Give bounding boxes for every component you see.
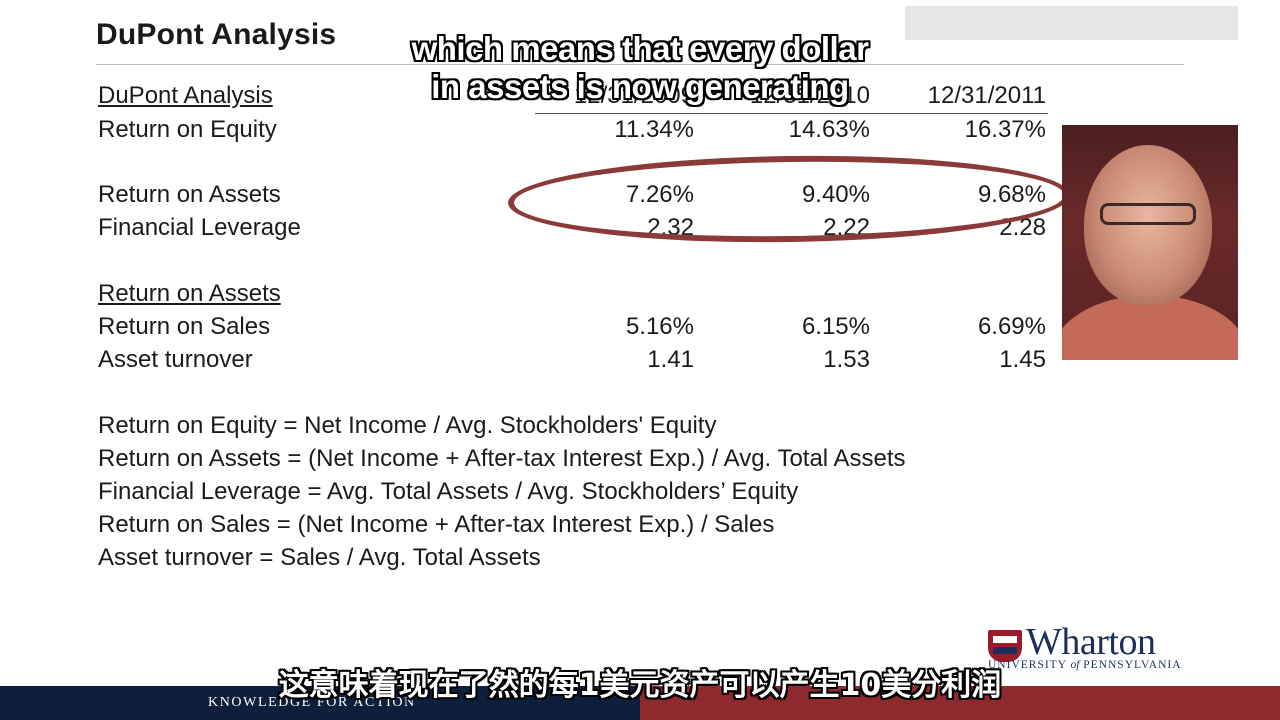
row-value-2009: 5.16%	[625, 313, 694, 340]
row-value-2009: 2.32	[647, 214, 694, 241]
col-header-2011: 12/31/2011	[927, 82, 1046, 109]
footer-bar-right	[640, 686, 1280, 720]
formula-leverage: Financial Leverage = Avg. Total Assets /…	[98, 478, 799, 505]
table-row-leverage: Financial Leverage 2.32 2.22 2.28	[98, 214, 1048, 246]
table-row-ros: Return on Sales 5.16% 6.15% 6.69%	[98, 313, 1048, 345]
row-value-2011: 1.45	[999, 346, 1046, 373]
row-value-2010: 6.15%	[801, 313, 870, 340]
logo-subtitle: UNIVERSITY of PENNSYLVANIA	[988, 659, 1182, 671]
table-header-row: DuPont Analysis 12/31/2009 12/31/2010 12…	[98, 82, 1048, 114]
row-value-2011: 16.37%	[964, 116, 1046, 143]
row-label: Return on Sales	[98, 313, 271, 340]
table-row-roa: Return on Assets 7.26% 9.40% 9.68%	[98, 181, 1048, 213]
title-divider	[96, 64, 1184, 65]
row-label: Financial Leverage	[98, 214, 301, 241]
presenter-face	[1084, 145, 1212, 305]
row-value-2010: 1.53	[823, 346, 870, 373]
subtitle-english-line1: which means that every dollar	[411, 30, 869, 67]
row-value-2009: 11.34%	[614, 116, 694, 143]
subtitle-english-line2: in assets is now generating	[431, 68, 849, 105]
row-label: Return on Equity	[98, 116, 277, 143]
footer-tagline: KNOWLEDGE FOR ACTION	[208, 695, 416, 710]
formula-roa: Return on Assets = (Net Income + After-t…	[98, 445, 906, 472]
row-value-2009: 1.41	[647, 346, 694, 373]
col-header-2010: 12/31/2010	[749, 82, 870, 109]
column-header-rule	[535, 113, 1048, 114]
row-value-2011: 9.68%	[977, 181, 1046, 208]
row-value-2010: 2.22	[823, 214, 870, 241]
logo-sub-of: of	[1070, 659, 1080, 671]
footer-bar-left: KNOWLEDGE FOR ACTION	[0, 686, 640, 720]
section-header-row: Return on Assets	[98, 280, 1048, 312]
row-value-2011: 6.69%	[977, 313, 1046, 340]
row-label: Asset turnover	[98, 346, 253, 373]
section-header-roa: Return on Assets	[98, 280, 281, 307]
wharton-logo: Wharton UNIVERSITY of PENNSYLVANIA	[988, 621, 1198, 672]
header-gray-panel	[905, 6, 1238, 40]
col-header-2009: 12/31/2009	[573, 82, 694, 109]
table-row-roe: Return on Equity 11.34% 14.63% 16.37%	[98, 116, 1048, 148]
formula-turnover: Asset turnover = Sales / Avg. Total Asse…	[98, 544, 541, 571]
row-value-2010: 14.63%	[788, 116, 870, 143]
table-row-turnover: Asset turnover 1.41 1.53 1.45	[98, 346, 1048, 378]
subtitle-chinese: 这意味着现在了然的每1美元资产可以产生10美分利润	[278, 668, 1002, 703]
logo-sub-pre: UNIVERSITY	[988, 659, 1071, 671]
formula-roe: Return on Equity = Net Income / Avg. Sto…	[98, 412, 717, 439]
presenter-glasses	[1100, 203, 1196, 225]
slide-title: DuPont Analysis	[96, 18, 337, 51]
row-value-2010: 9.40%	[801, 181, 870, 208]
section-header-dupont: DuPont Analysis	[98, 82, 273, 109]
penn-shield-icon	[988, 630, 1022, 662]
logo-wordmark: Wharton	[1026, 621, 1156, 663]
presenter-video	[1062, 125, 1238, 360]
row-value-2011: 2.28	[999, 214, 1046, 241]
row-value-2009: 7.26%	[625, 181, 694, 208]
formula-ros: Return on Sales = (Net Income + After-ta…	[98, 511, 775, 538]
logo-sub-post: PENNSYLVANIA	[1079, 659, 1182, 671]
row-label: Return on Assets	[98, 181, 281, 208]
